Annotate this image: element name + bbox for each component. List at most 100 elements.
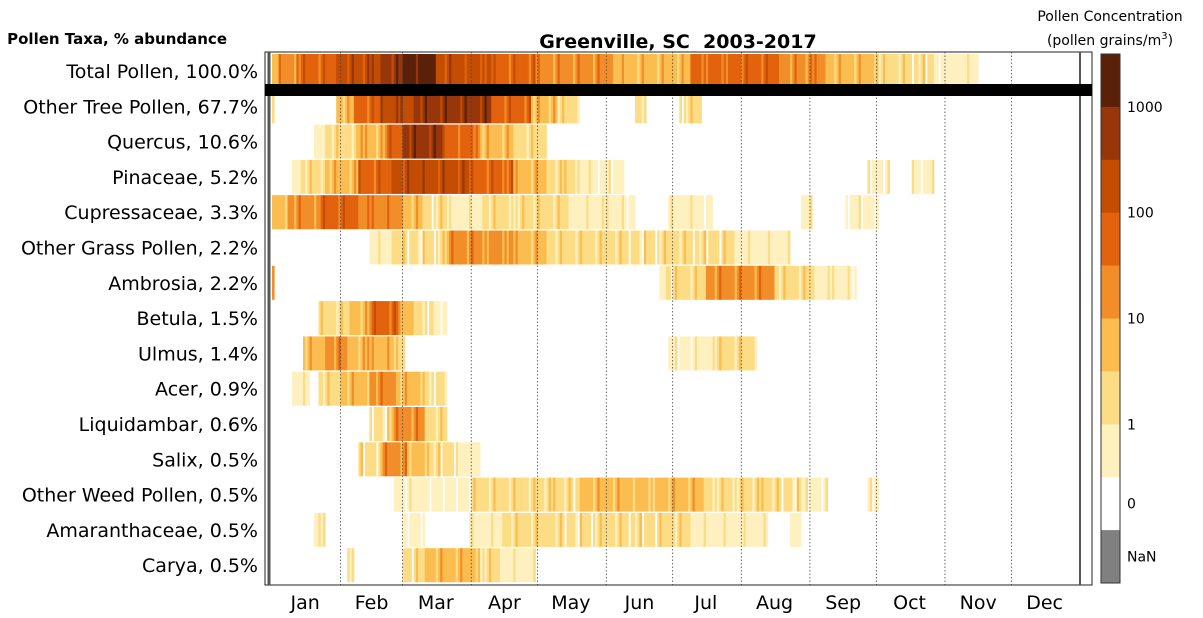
- heatmap-cell: [818, 477, 822, 512]
- heatmap-cell: [464, 477, 468, 512]
- heatmap-cell: [318, 159, 322, 194]
- heatmap-cell: [708, 230, 711, 265]
- heatmap-cell: [393, 89, 397, 124]
- heatmap-cell: [685, 89, 689, 124]
- heatmap-cell: [856, 195, 860, 230]
- heatmap-cell: [460, 477, 463, 512]
- heatmap-cell: [338, 336, 342, 371]
- heatmap-cell: [661, 512, 665, 547]
- heatmap-cell: [867, 477, 871, 512]
- heatmap-cell: [491, 54, 494, 88]
- heatmap-cell: [951, 54, 955, 88]
- heatmap-cell: [400, 301, 404, 336]
- heatmap-cell: [663, 512, 667, 547]
- heatmap-cell: [535, 89, 539, 124]
- heatmap-cell: [619, 54, 623, 88]
- heatmap-cell: [522, 230, 525, 265]
- heatmap-cell: [891, 54, 895, 88]
- heatmap-cell: [548, 230, 552, 265]
- heatmap-cell: [750, 512, 753, 547]
- heatmap-cell: [358, 371, 361, 406]
- heatmap-cell: [329, 124, 333, 159]
- heatmap-cell: [734, 54, 738, 88]
- heatmap-cell: [522, 89, 525, 124]
- heatmap-cell: [469, 548, 472, 583]
- heatmap-cell: [418, 124, 421, 159]
- heatmap-cell: [697, 265, 700, 300]
- heatmap-cell: [491, 548, 494, 583]
- heatmap-cell: [524, 124, 527, 159]
- heatmap-cell: [418, 195, 421, 230]
- heatmap-cell: [553, 89, 556, 124]
- heatmap-cell: [506, 89, 510, 124]
- heatmap-cell: [431, 548, 434, 583]
- heatmap-cell: [495, 477, 499, 512]
- heatmap-cell: [451, 548, 454, 583]
- heatmap-cell: [400, 477, 404, 512]
- heatmap-cell: [504, 477, 508, 512]
- heatmap-cell: [287, 195, 291, 230]
- heatmap-cell: [694, 336, 698, 371]
- heatmap-cell: [765, 512, 769, 547]
- colorbar-block: [1101, 371, 1120, 425]
- colorbar-tick-label: NaN: [1127, 550, 1157, 566]
- heatmap-cell: [402, 407, 406, 441]
- heatmap-cell: [347, 89, 350, 124]
- heatmap-cell: [369, 195, 373, 230]
- heatmap-cell: [544, 89, 547, 124]
- heatmap-cell: [573, 512, 576, 547]
- heatmap-cell: [648, 477, 651, 512]
- heatmap-cell: [557, 230, 561, 265]
- heatmap-cell: [500, 477, 503, 512]
- heatmap-cell: [407, 301, 410, 336]
- heatmap-cell: [683, 54, 687, 88]
- heatmap-cell: [721, 512, 724, 547]
- heatmap-cell: [524, 512, 527, 547]
- heatmap-cell: [577, 195, 581, 230]
- heatmap-cell: [964, 54, 968, 88]
- heatmap-cell: [577, 230, 581, 265]
- heatmap-cell: [424, 124, 428, 159]
- heatmap-cell: [608, 230, 612, 265]
- heatmap-cell: [778, 265, 782, 300]
- heatmap-cell: [497, 230, 501, 265]
- colorbar-tick-label: 10: [1127, 312, 1145, 328]
- heatmap-cell: [455, 124, 459, 159]
- heatmap-cell: [325, 159, 328, 194]
- heatmap-cell: [393, 371, 397, 406]
- heatmap-cell: [561, 54, 565, 88]
- heatmap-cell: [666, 230, 669, 265]
- heatmap-cell: [360, 336, 364, 371]
- heatmap-cell: [703, 54, 707, 88]
- heatmap-cell: [601, 54, 605, 88]
- taxon-label: Cupressaceae, 3.3%: [64, 202, 258, 224]
- heatmap-cell: [781, 265, 784, 300]
- heatmap-cell: [579, 512, 583, 547]
- heatmap-cell: [701, 336, 705, 371]
- heatmap-cell: [597, 230, 601, 265]
- heatmap-cell: [550, 54, 554, 88]
- heatmap-cell: [411, 89, 415, 124]
- heatmap-cell: [539, 230, 543, 265]
- heatmap-cell: [371, 371, 375, 406]
- heatmap-cell: [533, 195, 536, 230]
- heatmap-cell: [599, 195, 603, 230]
- heatmap-cell: [391, 54, 395, 88]
- heatmap-cell: [522, 548, 525, 583]
- heatmap-cell: [710, 265, 713, 300]
- heatmap-cell: [570, 89, 574, 124]
- heatmap-cell: [504, 230, 508, 265]
- taxon-label: Other Grass Pollen, 2.2%: [21, 238, 258, 260]
- heatmap-cell: [464, 89, 468, 124]
- heatmap-cell: [336, 371, 339, 406]
- heatmap-cell: [728, 54, 731, 88]
- heatmap-cell: [495, 512, 499, 547]
- heatmap-cell: [519, 124, 523, 159]
- heatmap-cell: [404, 548, 408, 583]
- heatmap-cell: [515, 124, 519, 159]
- heatmap-cell: [690, 477, 694, 512]
- heatmap-cell: [345, 54, 348, 88]
- heatmap-cell: [433, 195, 437, 230]
- heatmap-cell: [462, 548, 465, 583]
